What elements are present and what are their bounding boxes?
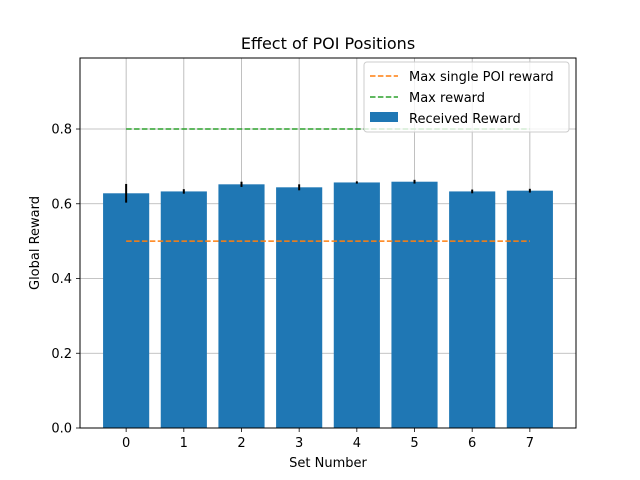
bars: [103, 181, 553, 428]
x-tick-label: 7: [526, 436, 534, 451]
y-tick-label: 0.2: [51, 347, 72, 362]
y-axis-label: Global Reward: [28, 196, 43, 290]
x-tick-label: 6: [468, 436, 476, 451]
y-tick-label: 0.8: [51, 123, 72, 138]
bar: [218, 184, 265, 428]
bar: [506, 190, 553, 428]
legend-swatch-received-reward: [370, 112, 398, 122]
x-tick-label: 0: [122, 436, 130, 451]
x-tick-label: 4: [353, 436, 361, 451]
error-bars: [125, 179, 531, 203]
x-tick-label: 2: [237, 436, 245, 451]
legend-label-max-single-poi-reward: Max single POI reward: [409, 70, 554, 85]
x-tick-label: 1: [180, 436, 188, 451]
x-tick-label: 3: [295, 436, 303, 451]
chart-title: Effect of POI Positions: [241, 34, 415, 53]
x-tick-label: 5: [410, 436, 418, 451]
legend-label-received-reward: Received Reward: [409, 112, 521, 127]
y-tick-label: 0.6: [51, 197, 72, 212]
legend-box: [363, 61, 570, 133]
bar: [160, 191, 207, 428]
legend-label-max-reward: Max reward: [409, 91, 485, 106]
legend: Max single POI reward Max reward Receive…: [363, 61, 570, 133]
bar: [391, 181, 438, 428]
plot-frame: [79, 57, 577, 429]
axis-ticks: 0 1 2 3 4 5 6 7 0.0 0.2 0.4 0.6 0.8: [51, 123, 534, 451]
bar: [333, 182, 380, 428]
y-tick-label: 0.0: [51, 422, 72, 437]
y-tick-label: 0.4: [51, 272, 72, 287]
bar: [276, 187, 323, 428]
bar: [103, 193, 150, 428]
x-axis-label: Set Number: [289, 456, 367, 471]
bar: [449, 191, 496, 428]
